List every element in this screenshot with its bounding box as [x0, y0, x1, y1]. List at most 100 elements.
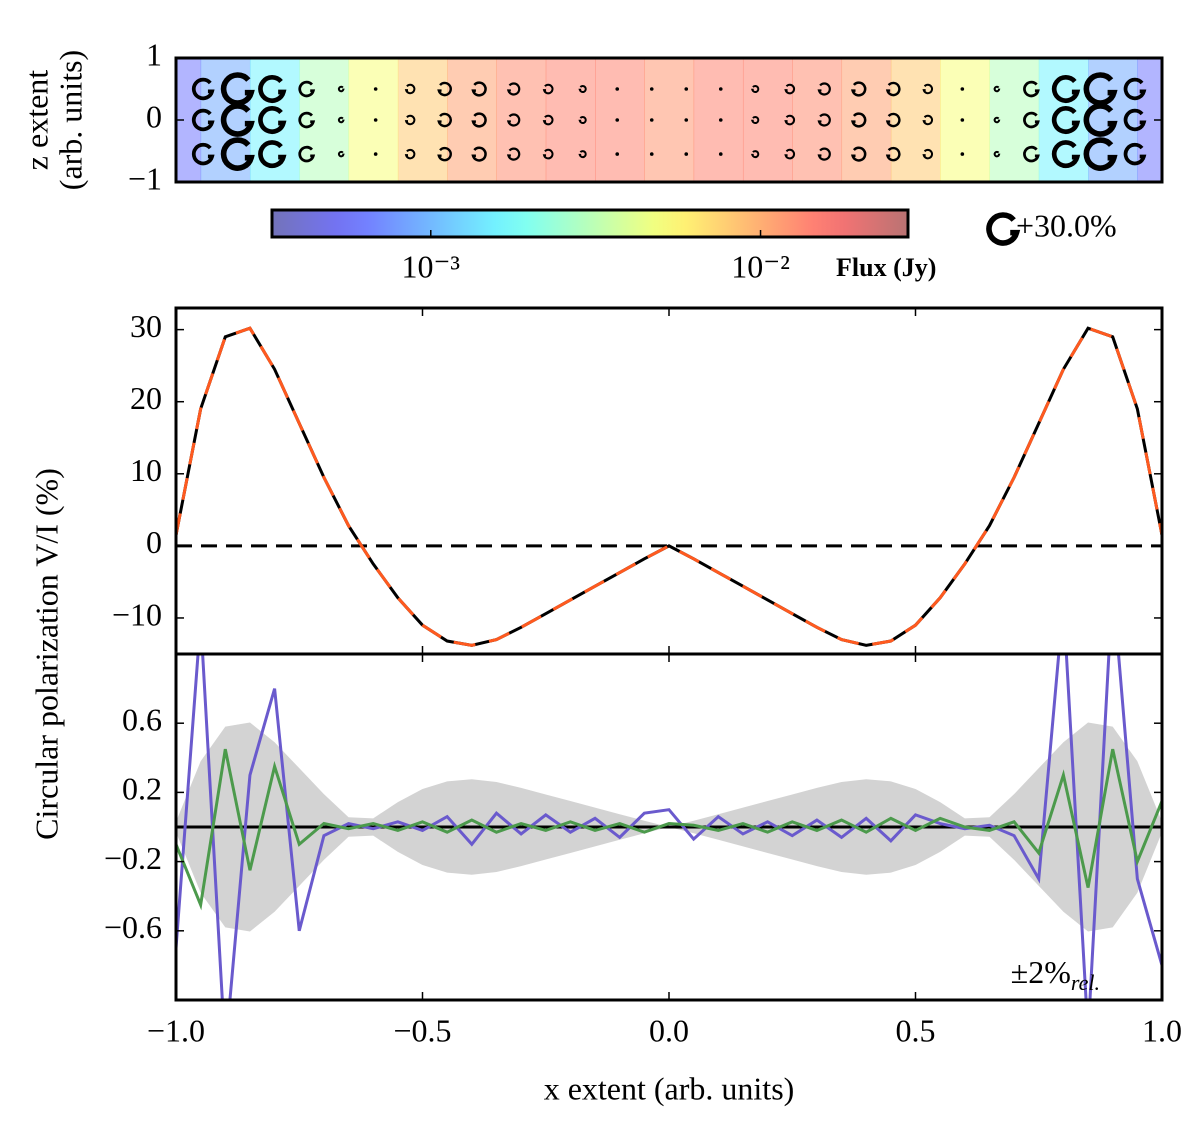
y-tick-label: −10 — [112, 596, 162, 632]
pol-marker — [437, 81, 452, 97]
y-tick-label: 0 — [146, 98, 162, 134]
pol-marker — [191, 77, 215, 101]
pol-marker — [922, 148, 933, 160]
x-tick-label: 0.0 — [649, 1012, 689, 1048]
y-tick-label: 30 — [130, 308, 162, 344]
pol-marker — [817, 147, 831, 161]
pol-marker — [993, 116, 1001, 124]
pol-marker — [1123, 142, 1147, 166]
pol-marker — [851, 146, 867, 162]
pol-marker — [817, 113, 831, 127]
heatmap — [176, 58, 1162, 182]
pol-marker — [1083, 103, 1118, 137]
pol-marker — [1123, 108, 1147, 132]
pol-marker — [373, 87, 378, 91]
pol-marker — [1123, 77, 1147, 101]
y-tick-label: 0.6 — [122, 702, 162, 738]
pol-marker — [1051, 106, 1081, 134]
pol-marker — [885, 146, 901, 162]
heat-cell — [792, 58, 843, 182]
heat-cell — [299, 58, 350, 182]
annotation: ±2%rel. — [1011, 954, 1100, 995]
heat-cell — [595, 58, 645, 182]
pol-marker — [649, 118, 654, 122]
y-tick-label: 1 — [146, 36, 162, 72]
pol-marker — [1023, 145, 1040, 163]
pol-marker — [751, 150, 760, 159]
pol-marker — [437, 146, 452, 162]
pol-marker — [718, 87, 723, 91]
pol-marker — [220, 72, 255, 106]
pol-marker — [542, 114, 554, 126]
pol-marker — [506, 82, 521, 96]
pol-marker — [220, 137, 255, 171]
x-tick-label: 1.0 — [1142, 1012, 1182, 1048]
annotation-text: ±2% — [1011, 954, 1071, 990]
pol-marker — [404, 114, 416, 126]
pol-marker — [337, 150, 345, 158]
pol-marker — [784, 83, 796, 95]
pol-marker — [751, 84, 760, 94]
annotation-sub: rel. — [1071, 970, 1100, 995]
pol-marker — [1051, 75, 1081, 103]
plot-area — [176, 654, 1162, 1000]
pol-marker — [298, 111, 316, 129]
pol-marker — [1083, 137, 1118, 171]
pol-marker — [615, 152, 620, 156]
pol-marker — [220, 103, 255, 137]
heat-cell — [841, 58, 892, 182]
x-tick-label: 0.5 — [896, 1012, 936, 1048]
x-tick-label: −0.5 — [393, 1012, 451, 1048]
pol-marker — [404, 83, 416, 95]
y-tick-label: 0 — [146, 524, 162, 560]
pol-marker — [615, 118, 620, 122]
heat-cell — [447, 58, 497, 182]
pol-marker — [885, 81, 901, 97]
heat-cell — [545, 58, 596, 182]
y-axis-label: (arb. units) — [52, 50, 88, 190]
heat-cell — [989, 58, 1040, 182]
pol-marker — [373, 152, 378, 156]
pol-marker — [298, 80, 316, 98]
pol-marker — [1051, 140, 1081, 169]
pol-marker — [373, 118, 378, 122]
y-tick-label: −0.6 — [104, 909, 162, 945]
y-tick-label: 0.2 — [122, 771, 162, 807]
pol-marker — [337, 116, 345, 124]
pol-marker — [191, 142, 215, 166]
pol-marker — [718, 152, 723, 156]
heat-cell — [348, 58, 399, 182]
pol-marker — [684, 87, 689, 91]
y-axis-label: z extent — [18, 70, 54, 171]
pol-marker — [851, 81, 867, 97]
colorbar-label: Flux (Jy) — [836, 253, 936, 282]
y-axis-label: Circular polarization V/I (%) — [28, 468, 64, 840]
plot-frame — [174, 306, 1164, 656]
pol-marker — [993, 85, 1001, 93]
y-tick-label: −0.2 — [104, 840, 162, 876]
pol-marker — [258, 106, 287, 134]
pol-marker — [960, 152, 965, 156]
pol-marker — [993, 150, 1001, 158]
pol-marker — [471, 146, 487, 162]
y-tick-label: 20 — [130, 380, 162, 416]
y-tick-label: 10 — [130, 452, 162, 488]
pol-marker — [1023, 111, 1040, 129]
plot-area — [176, 326, 1162, 647]
colorbar — [270, 208, 910, 239]
heat-cell — [397, 58, 448, 182]
pol-marker — [578, 84, 587, 94]
pol-marker — [506, 113, 521, 127]
pol-marker — [337, 85, 345, 93]
pol-marker — [649, 87, 654, 91]
pol-marker — [437, 112, 452, 128]
colorbar-tick-label: 10⁻³ — [402, 248, 460, 284]
pol-marker — [578, 115, 587, 125]
pol-marker — [191, 108, 215, 132]
series-line — [176, 748, 1162, 911]
pol-marker — [542, 83, 554, 95]
legend-label: +30.0% — [1016, 207, 1117, 243]
heat-cell — [940, 58, 990, 182]
heat-cell — [742, 58, 793, 182]
